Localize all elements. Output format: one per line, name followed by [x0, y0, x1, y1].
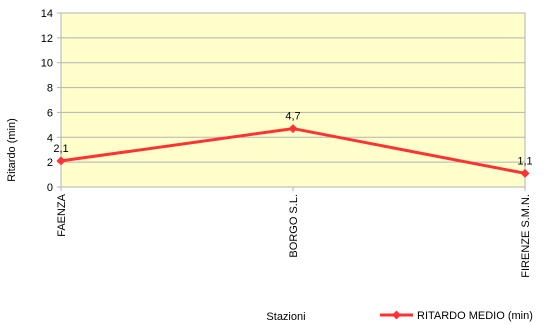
x-axis-title: Stazioni [266, 311, 305, 323]
data-label: 1,1 [517, 155, 532, 167]
series-layer: 2,1 4,7 1,1 [53, 111, 533, 178]
y-axis-ticks: 0 2 4 6 8 10 12 14 [41, 8, 61, 194]
legend: RITARDO MEDIO (min) [380, 310, 533, 322]
legend-marker-swatch [392, 310, 401, 320]
data-point-marker [56, 156, 66, 166]
y-tick-label: 0 [47, 182, 53, 194]
x-category-label: FAENZA [56, 193, 68, 236]
data-label: 4,7 [285, 111, 300, 123]
y-tick-label: 4 [47, 132, 53, 144]
data-point-marker [288, 124, 298, 134]
x-axis-categories: FAENZA BORGO S.L. FIRENZE S.M.N. [56, 187, 532, 278]
y-tick-label: 6 [47, 107, 53, 119]
y-tick-label: 12 [41, 33, 53, 45]
x-category-label: BORGO S.L. [288, 194, 300, 258]
y-tick-label: 8 [47, 83, 53, 95]
legend-label: RITARDO MEDIO (min) [417, 310, 533, 322]
data-label: 2,1 [53, 143, 68, 155]
y-axis-title: Ritardo (min) [6, 118, 18, 182]
y-tick-label: 10 [41, 58, 53, 70]
x-category-label: FIRENZE S.M.N. [520, 194, 532, 278]
y-tick-label: 2 [47, 157, 53, 169]
y-tick-label: 14 [41, 8, 53, 20]
data-point-marker [520, 168, 530, 178]
grid-lines [61, 37, 525, 163]
